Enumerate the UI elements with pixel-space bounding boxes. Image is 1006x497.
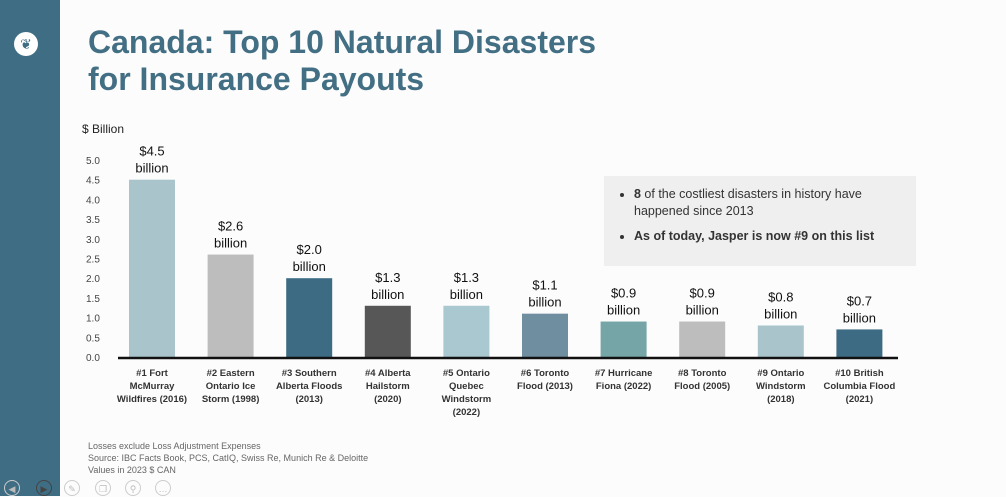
x-tick-label: Fiona (2022) <box>596 381 651 392</box>
x-tick-label: Alberta Floods <box>276 381 343 392</box>
y-tick-label: 5.0 <box>86 156 100 167</box>
data-label: $0.9 <box>611 286 636 301</box>
x-tick-label: Quebec <box>449 381 484 392</box>
callout-bullet-1: 8 of the costliest disasters in history … <box>634 186 916 220</box>
x-tick-label: Ontario Ice <box>206 381 256 392</box>
bar <box>207 254 254 357</box>
bar <box>757 325 804 357</box>
y-tick-label: 3.5 <box>86 215 100 226</box>
data-label: $0.7 <box>847 293 872 308</box>
page-title: Canada: Top 10 Natural Disasters for Ins… <box>88 24 596 98</box>
data-label: billion <box>843 310 876 325</box>
copy-icon[interactable]: ❐ <box>95 480 111 496</box>
data-label: $2.0 <box>297 242 322 257</box>
data-label: $4.5 <box>139 144 164 159</box>
x-tick-label: (2021) <box>846 394 873 405</box>
x-tick-label: Columbia Flood <box>824 381 896 392</box>
footnote: Values in 2023 $ CAN <box>88 465 176 475</box>
y-tick-label: 0.5 <box>86 333 100 344</box>
data-label: billion <box>686 303 719 318</box>
y-tick-label: 1.0 <box>86 314 100 325</box>
bar <box>286 278 333 357</box>
x-tick-label: #6 Toronto <box>521 368 570 379</box>
bar <box>443 305 490 357</box>
title-line-2: for Insurance Payouts <box>88 61 425 97</box>
callout-bullet-2: As of today, Jasper is now #9 on this li… <box>634 228 916 245</box>
title-line-1: Canada: Top 10 Natural Disasters <box>88 24 597 60</box>
x-tick-label: Windstorm <box>756 381 806 392</box>
more-icon[interactable]: … <box>155 480 171 496</box>
data-label: billion <box>214 236 247 251</box>
y-tick-label: 2.5 <box>86 255 100 266</box>
data-label: $0.9 <box>690 286 715 301</box>
x-tick-label: #2 Eastern <box>207 368 255 379</box>
bar <box>600 321 647 357</box>
data-label: billion <box>764 306 797 321</box>
x-tick-label: Wildfires (2016) <box>117 394 187 405</box>
data-label: billion <box>528 295 561 310</box>
zoom-icon[interactable]: ⚲ <box>125 480 141 496</box>
data-label: billion <box>371 287 404 302</box>
x-tick-label: Flood (2013) <box>517 381 573 392</box>
data-label: $1.3 <box>375 270 400 285</box>
sidebar: ❦ <box>0 0 60 496</box>
x-tick-label: (2013) <box>295 394 322 405</box>
bar <box>129 179 175 357</box>
x-tick-label: #8 Toronto <box>678 368 727 379</box>
bar <box>836 329 883 357</box>
prev-icon[interactable]: ◀ <box>4 480 20 496</box>
data-label: billion <box>135 161 168 176</box>
x-tick-label: Storm (1998) <box>202 394 260 405</box>
y-tick-label: 0.0 <box>86 353 100 364</box>
x-tick-label: (2022) <box>453 407 480 418</box>
maple-leaf-logo-icon: ❦ <box>14 32 38 56</box>
bar <box>679 321 726 357</box>
x-tick-label: Windstorm <box>442 394 492 405</box>
y-tick-label: 4.0 <box>86 195 100 206</box>
data-label: $1.1 <box>532 278 557 293</box>
y-tick-label: 1.5 <box>86 294 100 305</box>
x-tick-label: (2018) <box>767 394 794 405</box>
callout-box: 8 of the costliest disasters in history … <box>604 176 916 266</box>
data-label: billion <box>450 287 483 302</box>
data-label: $0.8 <box>768 289 793 304</box>
x-tick-label: #7 Hurricane <box>595 368 653 379</box>
pen-icon[interactable]: ✎ <box>64 480 80 496</box>
bar-chart: $ Billion 0.0 0.5 1.0 1.5 2.0 2.5 3.0 3.5 4.0 4.5 5… <box>82 122 898 418</box>
x-tick-label: #5 Ontario <box>443 368 490 379</box>
footnote: Source: IBC Facts Book, PCS, CatIQ, Swis… <box>88 453 369 463</box>
x-tick-label: #4 Alberta <box>365 368 411 379</box>
footnotes: Losses exclude Loss Adjustment Expenses … <box>88 440 368 476</box>
data-label: $1.3 <box>454 270 479 285</box>
x-tick-label: #10 British <box>835 368 884 379</box>
data-label: billion <box>293 259 326 274</box>
y-tick-label: 4.5 <box>86 176 100 187</box>
x-tick-label: #1 Fort <box>136 368 169 379</box>
x-tick-label: #3 Southern <box>282 368 337 379</box>
data-label: $2.6 <box>218 219 243 234</box>
y-axis-label: $ Billion <box>82 122 124 136</box>
y-tick-label: 3.0 <box>86 235 100 246</box>
bar <box>522 313 568 357</box>
next-icon[interactable]: ▶ <box>36 480 52 496</box>
footnote: Losses exclude Loss Adjustment Expenses <box>88 441 261 451</box>
x-tick-label: (2020) <box>374 394 401 405</box>
y-tick-label: 2.0 <box>86 274 100 285</box>
x-tick-label: Flood (2005) <box>674 381 730 392</box>
x-tick-label: #9 Ontario <box>757 368 804 379</box>
x-tick-label: McMurray <box>130 381 176 392</box>
bar <box>364 305 411 357</box>
data-label: billion <box>607 303 640 318</box>
x-tick-label: Hailstorm <box>366 381 410 392</box>
